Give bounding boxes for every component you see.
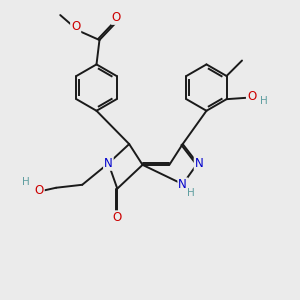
Text: O: O: [247, 90, 256, 103]
Text: N: N: [195, 157, 203, 170]
Text: H: H: [22, 177, 30, 187]
Text: N: N: [104, 157, 113, 170]
Text: N: N: [178, 178, 187, 191]
Text: O: O: [113, 211, 122, 224]
Text: O: O: [112, 11, 121, 24]
Text: H: H: [187, 188, 195, 197]
Text: O: O: [71, 20, 80, 34]
Text: O: O: [34, 184, 44, 196]
Text: H: H: [260, 96, 267, 106]
